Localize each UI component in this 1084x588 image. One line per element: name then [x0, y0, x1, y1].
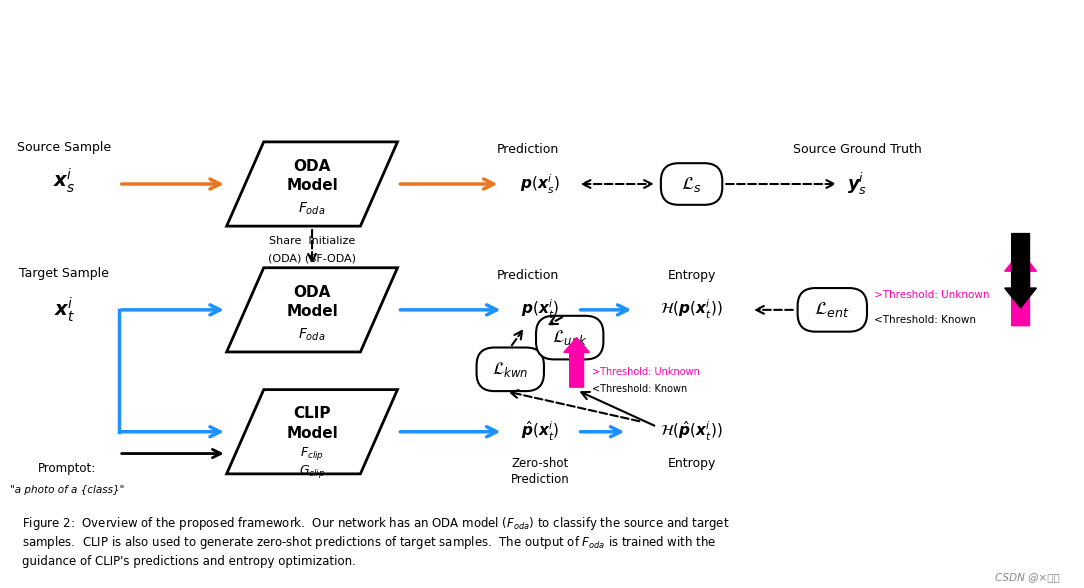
Text: <Threshold: Known: <Threshold: Known	[874, 315, 976, 325]
Text: $\mathcal{H}(\boldsymbol{p}(\boldsymbol{x}_t^i))$: $\mathcal{H}(\boldsymbol{p}(\boldsymbol{…	[660, 298, 723, 322]
Text: Prediction: Prediction	[496, 143, 559, 156]
Text: $G_{clip}$: $G_{clip}$	[299, 463, 325, 480]
FancyArrow shape	[564, 338, 590, 387]
Polygon shape	[227, 390, 398, 474]
Text: Target Sample: Target Sample	[20, 267, 109, 280]
Text: $F_{clip}$: $F_{clip}$	[300, 445, 324, 462]
Text: $\mathcal{L}_{unk}$: $\mathcal{L}_{unk}$	[552, 328, 588, 347]
Text: $\mathcal{H}(\hat{\boldsymbol{p}}(\boldsymbol{x}_t^i))$: $\mathcal{H}(\hat{\boldsymbol{p}}(\bolds…	[660, 420, 723, 443]
Text: >Threshold: Unknown: >Threshold: Unknown	[593, 368, 700, 377]
Text: $\boldsymbol{p}(\boldsymbol{x}_t^i)$: $\boldsymbol{p}(\boldsymbol{x}_t^i)$	[520, 298, 559, 322]
Polygon shape	[227, 268, 398, 352]
FancyBboxPatch shape	[798, 288, 867, 332]
Text: Source Ground Truth: Source Ground Truth	[792, 143, 921, 156]
FancyArrow shape	[1005, 233, 1036, 308]
Text: Promptot:: Promptot:	[38, 462, 96, 475]
Text: ODA: ODA	[294, 159, 331, 173]
Text: $\boldsymbol{y}_s^i$: $\boldsymbol{y}_s^i$	[847, 171, 867, 197]
Text: Source Sample: Source Sample	[17, 141, 112, 154]
Text: $\hat{\boldsymbol{p}}(\boldsymbol{x}_t^i)$: $\hat{\boldsymbol{p}}(\boldsymbol{x}_t^i…	[520, 420, 559, 443]
Text: $\boldsymbol{x}_t^i$: $\boldsymbol{x}_t^i$	[53, 296, 75, 324]
Text: $\mathcal{L}_{ent}$: $\mathcal{L}_{ent}$	[814, 300, 850, 319]
Text: $\mathcal{L}_{kwn}$: $\mathcal{L}_{kwn}$	[492, 360, 529, 379]
Text: Model: Model	[286, 305, 338, 319]
Text: $\mathcal{L}_s$: $\mathcal{L}_s$	[681, 175, 702, 193]
Text: $\boldsymbol{p}(\boldsymbol{x}_s^i)$: $\boldsymbol{p}(\boldsymbol{x}_s^i)$	[520, 172, 559, 196]
Text: Entropy: Entropy	[668, 269, 715, 282]
Text: "a photo of a {class}": "a photo of a {class}"	[10, 485, 125, 495]
Text: Model: Model	[286, 426, 338, 441]
Text: Prediction: Prediction	[511, 473, 569, 486]
FancyBboxPatch shape	[477, 348, 544, 391]
FancyArrow shape	[1005, 252, 1036, 326]
Text: Share  Initialize: Share Initialize	[269, 236, 356, 246]
Text: CLIP: CLIP	[294, 406, 331, 422]
Text: samples.  CLIP is also used to generate zero-shot predictions of target samples.: samples. CLIP is also used to generate z…	[22, 534, 717, 551]
Text: $\boldsymbol{x}_s^i$: $\boldsymbol{x}_s^i$	[53, 166, 76, 195]
Text: (ODA) (SF-ODA): (ODA) (SF-ODA)	[268, 253, 356, 263]
Text: Model: Model	[286, 179, 338, 193]
Text: <Threshold: Known: <Threshold: Known	[593, 384, 687, 394]
Text: ODA: ODA	[294, 285, 331, 299]
Text: Prediction: Prediction	[496, 269, 559, 282]
Text: Entropy: Entropy	[668, 457, 715, 470]
Text: >Threshold: Unknown: >Threshold: Unknown	[874, 290, 990, 300]
Polygon shape	[227, 142, 398, 226]
Text: $F_{oda}$: $F_{oda}$	[298, 326, 326, 343]
Text: Figure 2:  Overview of the proposed framework.  Our network has an ODA model ($F: Figure 2: Overview of the proposed frame…	[22, 516, 730, 532]
FancyBboxPatch shape	[535, 316, 604, 359]
Text: $F_{oda}$: $F_{oda}$	[298, 201, 326, 217]
FancyBboxPatch shape	[661, 163, 722, 205]
Text: Zero-shot: Zero-shot	[512, 457, 569, 470]
Text: CSDN @×落尘: CSDN @×落尘	[995, 572, 1060, 582]
Text: guidance of CLIP's predictions and entropy optimization.: guidance of CLIP's predictions and entro…	[22, 555, 356, 568]
